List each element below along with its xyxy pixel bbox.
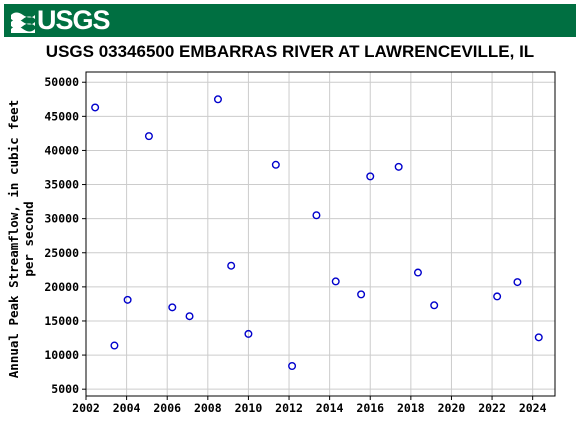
x-tick-label: 2010 xyxy=(235,401,263,415)
data-point[interactable] xyxy=(271,160,280,169)
data-point[interactable] xyxy=(91,103,100,112)
y-tick-label: 35000 xyxy=(44,178,79,192)
x-tick-label: 2008 xyxy=(194,401,222,415)
data-point[interactable] xyxy=(110,341,119,350)
data-point[interactable] xyxy=(430,301,439,310)
y-tick-label: 20000 xyxy=(44,280,79,294)
x-tick-label: 2004 xyxy=(113,401,141,415)
usgs-banner: USGS xyxy=(4,4,576,37)
data-point[interactable] xyxy=(144,132,153,141)
x-tick-label: 2018 xyxy=(397,401,425,415)
y-axis-title-line2: per second xyxy=(21,201,36,276)
x-tick-label: 2020 xyxy=(438,401,466,415)
plot-frame xyxy=(85,71,556,397)
x-axis-ticks: 2002 2004 2006 2008 2010 2012 2014 2016 2018 2020… xyxy=(72,396,547,415)
data-point[interactable] xyxy=(288,361,297,370)
y-axis-ticks: 5000 10000 15000 20000 25000 30000 35000 40000 4… xyxy=(44,75,86,396)
data-point[interactable] xyxy=(357,290,366,299)
y-tick-label: 5000 xyxy=(51,382,79,396)
usgs-logo[interactable]: USGS xyxy=(10,5,111,35)
data-point[interactable] xyxy=(123,295,132,304)
data-point[interactable] xyxy=(513,278,522,287)
data-point[interactable] xyxy=(185,312,194,321)
y-tick-label: 50000 xyxy=(44,75,79,89)
data-point[interactable] xyxy=(168,303,177,312)
data-point[interactable] xyxy=(227,261,236,270)
y-axis-title-line1: Annual Peak Streamflow, in cubic feet xyxy=(6,100,21,378)
data-point[interactable] xyxy=(244,329,253,338)
x-tick-label: 2022 xyxy=(478,401,506,415)
y-tick-label: 40000 xyxy=(44,143,79,157)
x-tick-label: 2016 xyxy=(356,401,384,415)
data-point[interactable] xyxy=(534,333,543,342)
data-point[interactable] xyxy=(394,162,403,171)
x-tick-label: 2024 xyxy=(519,401,547,415)
x-tick-label: 2014 xyxy=(316,401,344,415)
usgs-logo-text: USGS xyxy=(37,5,111,35)
data-point[interactable] xyxy=(493,292,502,301)
data-point[interactable] xyxy=(413,268,422,277)
x-tick-label: 2006 xyxy=(153,401,181,415)
y-tick-label: 30000 xyxy=(44,212,79,226)
data-point[interactable] xyxy=(213,95,222,104)
x-tick-label: 2012 xyxy=(275,401,303,415)
y-tick-label: 25000 xyxy=(44,246,79,260)
data-points xyxy=(91,95,543,370)
y-tick-label: 45000 xyxy=(44,109,79,123)
data-point[interactable] xyxy=(312,211,321,220)
chart-title: USGS 03346500 EMBARRAS RIVER AT LAWRENCE… xyxy=(45,42,535,61)
data-point[interactable] xyxy=(331,277,340,286)
usgs-wave-icon xyxy=(11,12,35,33)
data-point[interactable] xyxy=(366,172,375,181)
y-tick-label: 15000 xyxy=(44,314,79,328)
x-tick-label: 2002 xyxy=(72,401,100,415)
y-tick-label: 10000 xyxy=(44,348,79,362)
grid-lines xyxy=(85,72,555,396)
